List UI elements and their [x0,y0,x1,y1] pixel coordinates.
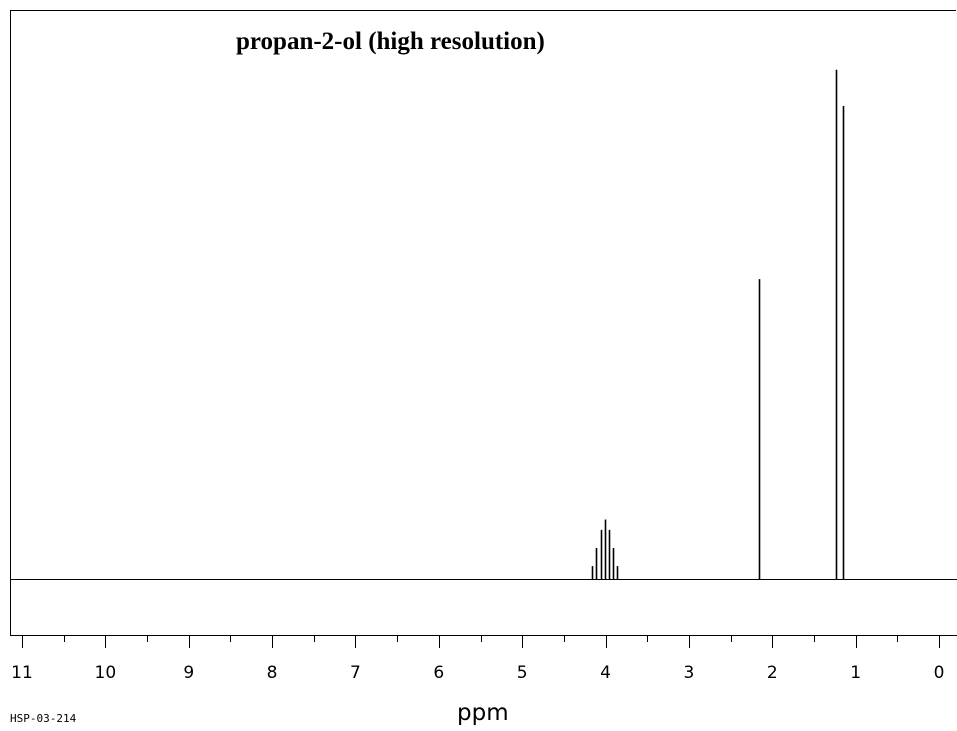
x-tick-label: 3 [683,663,694,683]
plot-frame [10,10,956,636]
x-tick-label: 1 [850,663,861,683]
x-tick-label: 6 [433,663,444,683]
x-tick-label: 4 [600,663,611,683]
x-tick-label: 2 [767,663,778,683]
x-tick-label: 0 [934,663,945,683]
x-axis-label: ppm [457,700,509,726]
x-tick-label: 10 [95,663,117,683]
x-tick-label: 9 [183,663,194,683]
spectrum-code: HSP-03-214 [10,712,77,725]
x-tick-label: 5 [517,663,528,683]
x-tick-label: 7 [350,663,361,683]
chart-title: propan-2-ol (high resolution) [236,28,545,55]
x-tick-label: 11 [11,663,33,683]
x-tick-label: 8 [267,663,278,683]
